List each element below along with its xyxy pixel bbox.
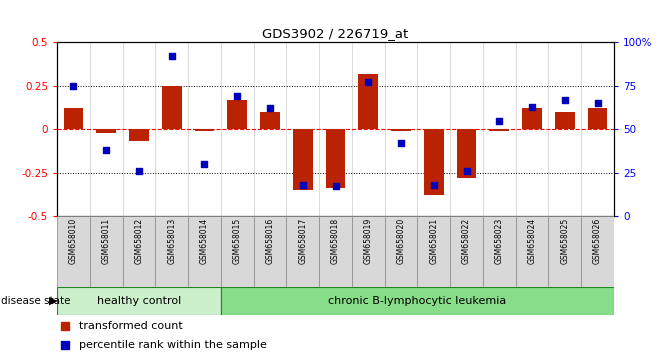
Bar [57, 216, 90, 287]
Bar [97, 129, 116, 133]
Bar [384, 216, 417, 287]
Bar [221, 287, 614, 315]
Point [297, 182, 308, 188]
Point [363, 80, 374, 85]
Bar [221, 216, 254, 287]
Bar [195, 129, 214, 131]
Bar [581, 216, 614, 287]
Text: GSM658011: GSM658011 [102, 218, 111, 264]
Bar [450, 216, 483, 287]
Bar [188, 216, 221, 287]
Text: healthy control: healthy control [97, 296, 181, 306]
Text: GSM658013: GSM658013 [167, 218, 176, 264]
Text: GSM658026: GSM658026 [593, 218, 602, 264]
Point [494, 118, 505, 124]
Bar [260, 112, 280, 129]
Bar [57, 287, 221, 315]
Text: ▶: ▶ [49, 296, 58, 306]
Bar [548, 216, 581, 287]
Bar [319, 216, 352, 287]
Point [428, 182, 439, 188]
Bar [358, 74, 378, 129]
Point [166, 53, 177, 59]
Text: GSM658010: GSM658010 [69, 218, 78, 264]
Bar [417, 216, 450, 287]
Bar [155, 216, 188, 287]
Point [396, 140, 407, 146]
Bar [227, 100, 247, 129]
Text: chronic B-lymphocytic leukemia: chronic B-lymphocytic leukemia [328, 296, 507, 306]
Point [527, 104, 537, 109]
Bar [516, 216, 548, 287]
Point [101, 147, 111, 153]
Bar [254, 216, 287, 287]
Point [560, 97, 570, 103]
Bar [162, 86, 182, 129]
Bar [424, 129, 444, 195]
Point [264, 105, 275, 111]
Bar [129, 129, 149, 141]
Text: transformed count: transformed count [79, 321, 183, 331]
Text: GSM658017: GSM658017 [298, 218, 307, 264]
Bar [90, 216, 123, 287]
Text: GSM658022: GSM658022 [462, 218, 471, 264]
Text: GSM658014: GSM658014 [200, 218, 209, 264]
Text: GSM658012: GSM658012 [134, 218, 144, 264]
Bar [555, 112, 574, 129]
Bar [123, 216, 155, 287]
Bar [391, 129, 411, 131]
Text: GSM658021: GSM658021 [429, 218, 438, 264]
Bar [483, 216, 516, 287]
Title: GDS3902 / 226719_at: GDS3902 / 226719_at [262, 27, 409, 40]
Bar [588, 108, 607, 129]
Text: GSM658025: GSM658025 [560, 218, 569, 264]
Text: GSM658016: GSM658016 [266, 218, 274, 264]
Bar [293, 129, 313, 190]
Bar [287, 216, 319, 287]
Bar [64, 108, 83, 129]
Text: percentile rank within the sample: percentile rank within the sample [79, 341, 267, 350]
Point [592, 101, 603, 106]
Text: GSM658024: GSM658024 [527, 218, 537, 264]
Text: GSM658015: GSM658015 [233, 218, 242, 264]
Bar [352, 216, 384, 287]
Point [232, 93, 243, 99]
Text: disease state: disease state [1, 296, 70, 306]
Bar [489, 129, 509, 131]
Point [461, 168, 472, 174]
Point [68, 83, 79, 89]
Point [199, 161, 210, 167]
Text: GSM658019: GSM658019 [364, 218, 373, 264]
Text: GSM658020: GSM658020 [397, 218, 405, 264]
Bar [325, 129, 346, 188]
Text: GSM658023: GSM658023 [495, 218, 504, 264]
Point [330, 184, 341, 189]
Bar [522, 108, 542, 129]
Point [134, 168, 144, 174]
Bar [457, 129, 476, 178]
Text: GSM658018: GSM658018 [331, 218, 340, 264]
